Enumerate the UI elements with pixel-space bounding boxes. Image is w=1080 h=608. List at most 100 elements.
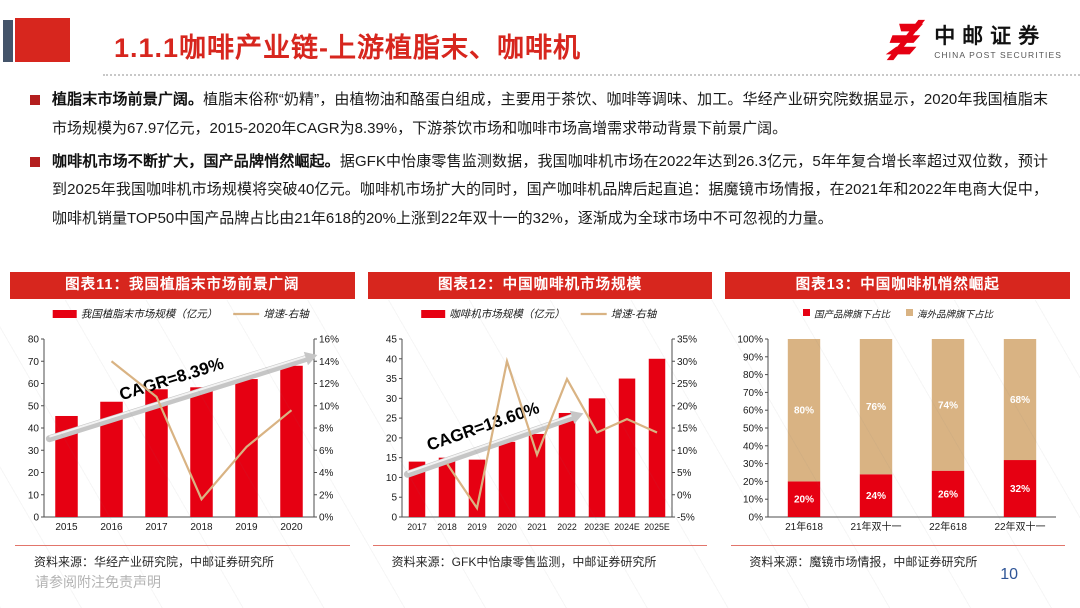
svg-text:8%: 8% bbox=[319, 424, 334, 435]
svg-text:70: 70 bbox=[28, 357, 40, 368]
svg-text:30%: 30% bbox=[677, 357, 697, 368]
bullet-square-icon bbox=[30, 95, 40, 105]
svg-text:76%: 76% bbox=[866, 402, 886, 413]
svg-text:68%: 68% bbox=[1010, 395, 1030, 406]
svg-text:2017: 2017 bbox=[407, 522, 427, 532]
creamer-market-chart: 0 10 20 30 40 50 60 70 80 0% 2% 4% 6% 8% 10% 12% 14% 16% 2… bbox=[28, 309, 339, 534]
chart-title-13: 图表13：中国咖啡机悄然崛起 bbox=[725, 272, 1071, 299]
svg-text:22年双十一: 22年双十一 bbox=[994, 520, 1045, 533]
svg-text:20%: 20% bbox=[794, 495, 814, 506]
svg-text:15%: 15% bbox=[677, 424, 697, 435]
svg-text:80%: 80% bbox=[743, 370, 763, 381]
china-post-emblem-icon bbox=[885, 19, 926, 61]
bullet-body: 植脂末俗称“奶精”，由植物油和酪蛋白组成，主要用于茶饮、咖啡等调味、加工。华经产… bbox=[52, 91, 1048, 137]
svg-text:2019: 2019 bbox=[236, 522, 259, 533]
svg-text:22年618: 22年618 bbox=[929, 520, 967, 533]
svg-text:0: 0 bbox=[391, 513, 397, 524]
svg-text:15: 15 bbox=[386, 453, 398, 464]
svg-text:10: 10 bbox=[28, 490, 40, 501]
logo-text-en: CHINA POST SECURITIES bbox=[934, 50, 1062, 60]
source-divider bbox=[730, 545, 1065, 546]
svg-text:2016: 2016 bbox=[101, 522, 124, 533]
svg-text:增速-右轴: 增速-右轴 bbox=[264, 309, 311, 321]
svg-text:2018: 2018 bbox=[437, 522, 457, 532]
svg-text:70%: 70% bbox=[743, 388, 763, 399]
svg-text:2021: 2021 bbox=[527, 522, 547, 532]
chart-column-creamer: 图表11：我国植脂末市场前景广阔 0 10 20 30 40 50 60 70 80 0% 2% 4%… bbox=[10, 272, 355, 570]
bullet-lead: 植脂末市场前景广阔。 bbox=[52, 91, 204, 108]
svg-text:2%: 2% bbox=[319, 490, 334, 501]
svg-text:10%: 10% bbox=[319, 401, 339, 412]
brand-logo: 中邮证券 CHINA POST SECURITIES bbox=[880, 18, 1062, 62]
logo-text-cn: 中邮证券 bbox=[934, 25, 1047, 48]
svg-text:4%: 4% bbox=[319, 468, 334, 479]
svg-text:40: 40 bbox=[386, 354, 398, 365]
svg-text:21年双十一: 21年双十一 bbox=[850, 520, 901, 533]
svg-text:10: 10 bbox=[386, 473, 398, 484]
svg-text:16%: 16% bbox=[319, 335, 339, 346]
chart-title-11: 图表11：我国植脂末市场前景广阔 bbox=[10, 272, 355, 299]
bullet-body: 据GFK中怡康零售监测数据，我国咖啡机市场在2022年达到26.3亿元，5年年复… bbox=[52, 152, 1048, 228]
svg-text:35%: 35% bbox=[677, 335, 697, 346]
svg-text:5%: 5% bbox=[677, 468, 692, 479]
svg-text:40: 40 bbox=[28, 424, 40, 435]
bullet-square-icon bbox=[30, 156, 40, 167]
brand-share-chart: 0% 10% 20% 30% 40% 50% 60% 70% 80% 90% 100% 21年618 2… bbox=[737, 309, 1056, 533]
chart-source-13: 资料来源：魔镜市场情报，中邮证券研究所 bbox=[749, 555, 978, 569]
svg-text:24%: 24% bbox=[866, 491, 886, 502]
header-divider bbox=[103, 74, 1080, 76]
svg-text:0%: 0% bbox=[677, 490, 692, 501]
svg-text:100%: 100% bbox=[737, 335, 763, 346]
svg-text:10%: 10% bbox=[677, 446, 697, 457]
svg-text:80%: 80% bbox=[794, 406, 814, 417]
chart-source-11: 资料来源：华经产业研究院，中邮证券研究所 bbox=[34, 555, 275, 569]
coffee-machine-market-chart: 0 5 10 15 20 25 30 35 40 45 -5% 0% 5% 10% 15% 20% 25% 30%… bbox=[386, 309, 697, 533]
svg-text:30: 30 bbox=[386, 394, 398, 405]
svg-text:20: 20 bbox=[386, 433, 398, 444]
svg-text:14%: 14% bbox=[319, 357, 339, 368]
svg-text:2019: 2019 bbox=[467, 522, 487, 532]
svg-text:5: 5 bbox=[391, 493, 397, 504]
svg-text:10%: 10% bbox=[743, 495, 763, 506]
chart-title-12: 图表12：中国咖啡机市场规模 bbox=[367, 272, 713, 299]
svg-text:-5%: -5% bbox=[677, 513, 695, 524]
svg-text:20%: 20% bbox=[743, 477, 763, 488]
svg-text:30: 30 bbox=[28, 446, 40, 457]
svg-text:32%: 32% bbox=[1010, 484, 1030, 495]
accent-bar-red-icon bbox=[15, 18, 70, 62]
chart-column-brand-share: 图表13：中国咖啡机悄然崛起 0% 10% 20% 30% 40% 50% 60% 70% 80… bbox=[725, 272, 1071, 570]
svg-text:2024E: 2024E bbox=[614, 522, 640, 532]
body-text: 植脂末市场前景广阔。植脂末俗称“奶精”，由植物油和酪蛋白组成，主要用于茶饮、咖啡… bbox=[30, 86, 1048, 238]
svg-text:0%: 0% bbox=[319, 513, 334, 524]
svg-text:2020: 2020 bbox=[281, 522, 304, 533]
svg-text:50%: 50% bbox=[743, 424, 763, 435]
svg-text:60: 60 bbox=[28, 379, 40, 390]
bullet-item-coffee-machine: 咖啡机市场不断扩大，国产品牌悄然崛起。据GFK中怡康零售监测数据，我国咖啡机市场… bbox=[30, 148, 1048, 234]
svg-text:50: 50 bbox=[28, 401, 40, 412]
svg-text:45: 45 bbox=[386, 335, 398, 346]
svg-text:0: 0 bbox=[34, 513, 40, 524]
page-number: 10 bbox=[1000, 566, 1018, 583]
page-title: 1.1.1咖啡产业链-上游植脂末、咖啡机 bbox=[114, 33, 582, 63]
chart-column-coffee-machine: 图表12：中国咖啡机市场规模 0 5 10 15 20 25 30 35 40 45 -5% 0% 5%… bbox=[367, 272, 713, 570]
charts-row: 图表11：我国植脂末市场前景广阔 0 10 20 30 40 50 60 70 80 0% 2% 4%… bbox=[10, 272, 1071, 570]
svg-text:30%: 30% bbox=[743, 459, 763, 470]
svg-text:2022: 2022 bbox=[557, 522, 577, 532]
bullet-item-creamer: 植脂末市场前景广阔。植脂末俗称“奶精”，由植物油和酪蛋白组成，主要用于茶饮、咖啡… bbox=[30, 86, 1048, 144]
svg-text:25: 25 bbox=[386, 414, 398, 425]
chart-source-12: 资料来源：GFK中怡康零售监测，中邮证券研究所 bbox=[391, 555, 657, 569]
svg-text:60%: 60% bbox=[743, 406, 763, 417]
accent-bar-blue-icon bbox=[3, 20, 13, 62]
svg-text:0%: 0% bbox=[748, 513, 763, 524]
svg-text:20%: 20% bbox=[677, 401, 697, 412]
disclaimer-text: 请参阅附注免责声明 bbox=[35, 574, 161, 590]
svg-text:26%: 26% bbox=[938, 489, 958, 500]
svg-text:增速-右轴: 增速-右轴 bbox=[611, 309, 658, 321]
svg-text:咖啡机市场规模（亿元）: 咖啡机市场规模（亿元） bbox=[449, 309, 565, 321]
svg-text:40%: 40% bbox=[743, 441, 763, 452]
svg-text:2023E: 2023E bbox=[584, 522, 610, 532]
svg-text:我国植脂末市场规模（亿元）: 我国植脂末市场规模（亿元） bbox=[81, 309, 218, 321]
svg-text:2018: 2018 bbox=[191, 522, 214, 533]
bullet-lead: 咖啡机市场不断扩大，国产品牌悄然崛起。 bbox=[52, 152, 340, 170]
